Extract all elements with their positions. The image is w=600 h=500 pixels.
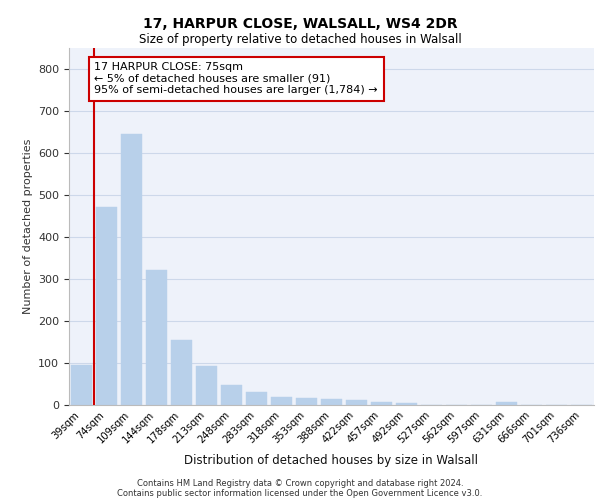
Text: Contains public sector information licensed under the Open Government Licence v3: Contains public sector information licen… — [118, 488, 482, 498]
Text: 17, HARPUR CLOSE, WALSALL, WS4 2DR: 17, HARPUR CLOSE, WALSALL, WS4 2DR — [143, 18, 457, 32]
Bar — [296, 398, 317, 405]
Text: Contains HM Land Registry data © Crown copyright and database right 2024.: Contains HM Land Registry data © Crown c… — [137, 478, 463, 488]
Bar — [371, 402, 392, 405]
Y-axis label: Number of detached properties: Number of detached properties — [23, 138, 32, 314]
Bar — [221, 385, 242, 405]
Bar — [121, 134, 142, 405]
Bar — [396, 404, 417, 405]
Bar — [346, 400, 367, 405]
X-axis label: Distribution of detached houses by size in Walsall: Distribution of detached houses by size … — [185, 454, 479, 467]
Bar — [321, 399, 342, 405]
Bar — [96, 208, 117, 405]
Bar — [146, 270, 167, 405]
Bar — [246, 392, 267, 405]
Text: 17 HARPUR CLOSE: 75sqm
← 5% of detached houses are smaller (91)
95% of semi-deta: 17 HARPUR CLOSE: 75sqm ← 5% of detached … — [95, 62, 378, 96]
Text: Size of property relative to detached houses in Walsall: Size of property relative to detached ho… — [139, 32, 461, 46]
Bar — [271, 396, 292, 405]
Bar — [71, 365, 92, 405]
Bar — [196, 366, 217, 405]
Bar — [496, 402, 517, 405]
Bar — [171, 340, 192, 405]
